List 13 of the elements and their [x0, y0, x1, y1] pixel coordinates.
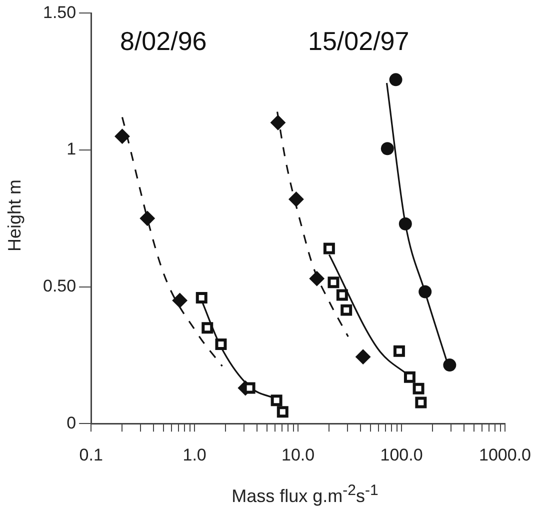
x-tick-label: 100.0 [380, 445, 423, 464]
y-tick-label: 1.50 [42, 2, 76, 22]
x-axis-title: Mass flux g.m$^{-2}$s$^{-1}$ [230, 482, 380, 507]
x-tick-label: 10.0 [282, 445, 315, 464]
annotation: 15/02/97 [308, 26, 410, 57]
x-tick-label: 1.0 [182, 445, 206, 464]
y-tick-label: 0.50 [42, 276, 76, 296]
x-tick-label: 0.1 [79, 445, 103, 464]
y-axis-title: Height m [4, 178, 26, 254]
annotation: 8/02/96 [120, 26, 207, 57]
y-tick-label: 1 [66, 140, 76, 159]
x-tick-label: 1000.0 [479, 445, 531, 464]
y-tick-label: 0 [66, 413, 76, 432]
